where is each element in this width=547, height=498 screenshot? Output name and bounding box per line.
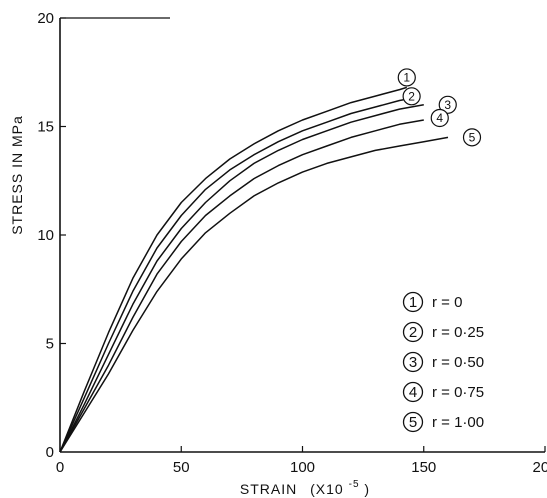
series-end-marker-4: [430, 108, 449, 128]
legend-marker-number: 2: [409, 324, 417, 341]
legend-marker-number: 1: [409, 294, 417, 311]
legend-marker-number: 3: [409, 354, 417, 371]
legend: 1 r = 0 2 r = 0·25 3 r = 0·50 4 r = 0·75 5 r = 1·…: [402, 291, 484, 433]
axis-ticks: 05010015020005101520: [37, 10, 547, 476]
legend-marker: [402, 351, 424, 373]
legend-entry: r = 0·25: [432, 324, 484, 341]
y-tick-label: 15: [37, 119, 54, 136]
legend-entry: r = 0·50: [432, 354, 484, 371]
series-line-2: [59, 97, 412, 453]
x-axis-label-unit: (X10: [310, 481, 344, 497]
x-axis-label-exponent: -5: [349, 479, 360, 490]
y-tick-label: 10: [37, 227, 54, 244]
legend-marker: [402, 411, 424, 433]
series-end-marker-3: [438, 95, 457, 114]
series-end-marker-label: 4: [436, 111, 443, 125]
legend-marker-number: 5: [409, 414, 417, 431]
legend-marker-number: 4: [409, 384, 417, 401]
series-line-1: [59, 86, 408, 453]
series-end-marker-1: [397, 68, 416, 87]
series-end-marker-label: 2: [408, 89, 415, 103]
y-tick-label: 0: [46, 444, 54, 461]
x-tick-label: 50: [173, 459, 190, 476]
legend-entry: r = 1·00: [432, 414, 484, 431]
x-tick-label: 100: [290, 459, 315, 476]
x-tick-label: 0: [56, 459, 64, 476]
series-end-markers: 1 2 34 5: [397, 68, 482, 147]
x-tick-label: 200: [532, 459, 547, 476]
series-end-marker-label: 5: [469, 130, 476, 144]
x-tick-label: 150: [411, 459, 436, 476]
legend-marker: [402, 381, 424, 403]
series-end-marker-label: 1: [403, 70, 410, 84]
series-end-marker-2: [402, 87, 421, 106]
x-axis-label: STRAIN (X10 -5 ): [240, 474, 370, 497]
x-axis-label-main: STRAIN: [240, 481, 297, 497]
series-end-marker-5: [462, 128, 482, 147]
series-lines: [59, 86, 449, 453]
legend-marker: [402, 321, 424, 343]
x-axis-label-close: ): [364, 481, 370, 497]
legend-entry: r = 0: [432, 294, 462, 311]
series-end-marker-label: 3: [444, 98, 451, 112]
series-line-4: [59, 119, 424, 453]
series-line-5: [59, 136, 449, 453]
series-line-3: [59, 104, 424, 453]
legend-marker: [402, 291, 424, 313]
legend-entry: r = 0·75: [432, 384, 484, 401]
y-axis-label: STRESS IN MPa: [9, 115, 25, 235]
y-tick-label: 5: [46, 336, 54, 353]
y-tick-label: 20: [37, 10, 54, 27]
